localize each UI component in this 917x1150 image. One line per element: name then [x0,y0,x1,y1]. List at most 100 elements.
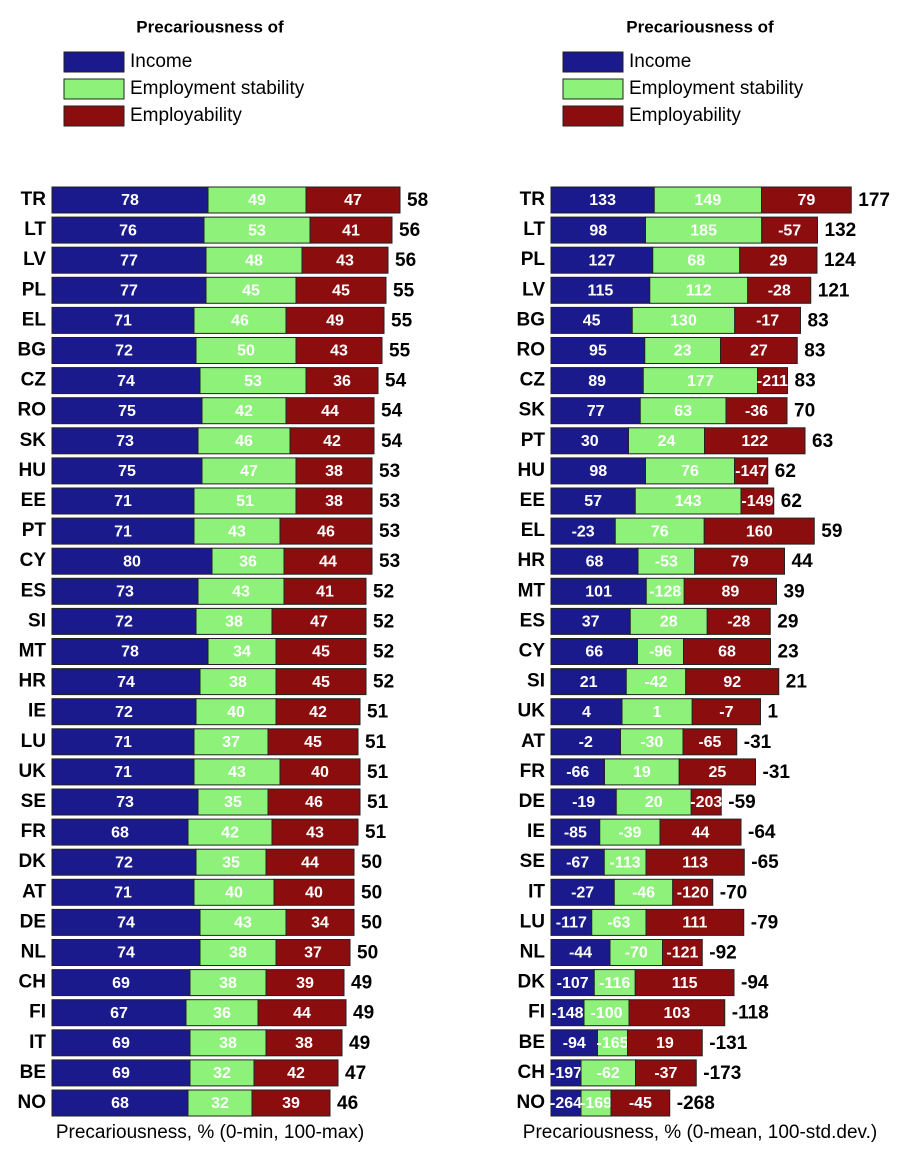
total-label: -59 [728,792,755,813]
bar-segment [51,186,209,214]
y-tick-label: LV [23,249,46,270]
bar-segment [275,668,367,696]
bar-segment [550,878,615,906]
legend-swatch [562,105,624,127]
data-label: -96 [649,644,672,661]
bar-segment [706,607,771,635]
total-label: 50 [361,912,382,933]
data-label: 36 [239,553,257,570]
data-label: 69 [112,1065,130,1082]
y-tick-label: NL [520,942,546,963]
data-label: 75 [118,403,136,420]
bar-segment [285,306,385,334]
data-label: 71 [114,493,132,510]
bar-segment [550,246,654,274]
bar-segment [51,457,203,485]
y-tick-label: NO [18,1092,47,1113]
y-tick-label: BG [18,340,47,361]
y-tick-label: SK [519,400,546,421]
total-label: 132 [825,220,857,241]
data-label: -28 [768,283,791,300]
total-label: 54 [385,371,407,392]
data-label: -169 [580,1095,612,1112]
bar-segment [265,1029,343,1057]
data-label: 53 [244,373,262,390]
data-label: 92 [723,674,741,691]
total-label: 56 [395,250,416,271]
bar-segment [51,397,203,425]
y-tick-label: HR [19,671,47,692]
bar-segment [195,698,277,726]
data-label: 38 [229,674,247,691]
y-tick-label: HR [518,550,546,571]
bar-segment [51,306,195,334]
total-label: 59 [821,521,842,542]
bar-segment [604,758,680,786]
bar-segment [51,276,207,304]
bar-segment [550,638,638,665]
total-label: 49 [353,1003,374,1024]
bar-segment [51,547,213,575]
data-label: 68 [718,644,736,661]
data-label: 44 [319,553,337,570]
bar-segment [757,367,788,395]
y-tick-label: IE [527,821,545,842]
total-label: -173 [703,1063,741,1084]
bar-segment [703,517,815,545]
data-label: 78 [121,192,139,209]
bar-segment [257,999,347,1027]
data-label: -23 [572,523,595,540]
bar-segment [649,276,749,304]
data-label: 25 [708,764,726,781]
x-axis-label: Precariousness, % (0-min, 100-max) [56,1122,364,1143]
bar-segment [761,186,852,214]
total-label: 70 [794,401,815,422]
data-label: 76 [681,463,699,480]
bar-segment [51,517,195,545]
bar-segment [690,788,722,816]
y-tick-label: HU [518,460,545,481]
bar-segment [550,969,595,997]
y-tick-label: FI [29,1002,46,1023]
bar-segment [275,939,351,966]
legend-swatch [63,78,125,100]
bar-segment [51,969,191,997]
data-label: 69 [112,975,130,992]
data-label: 115 [587,283,613,300]
data-label: 71 [114,523,132,540]
data-label: -2 [579,734,593,751]
data-label: 113 [682,854,708,871]
bar-segment [251,1089,331,1117]
total-label: 55 [393,280,415,301]
bar-segment [613,878,674,906]
total-label: 53 [379,551,400,572]
data-label: 98 [589,222,607,239]
data-label: 19 [656,1035,674,1052]
total-label: 1 [768,702,779,723]
total-label: 63 [812,431,833,452]
data-label: -37 [654,1065,677,1082]
bar-segment [734,457,769,485]
data-label: -94 [563,1035,586,1052]
bar-segment [51,1059,191,1087]
data-label: 71 [114,734,132,751]
data-label: 76 [651,523,669,540]
data-label: 68 [586,553,604,570]
data-label: 34 [233,644,251,661]
bar-segment [621,698,693,726]
data-label: -203 [690,794,722,811]
bar-segment [51,1089,189,1117]
bar-segment [207,186,307,214]
data-label: 122 [741,433,768,450]
data-label: -128 [649,584,681,601]
bar-segment [761,216,818,244]
bar-segment [550,517,616,545]
data-label: 101 [585,584,612,601]
total-label: 54 [381,401,403,422]
data-label: 72 [115,704,133,721]
bar-segment [279,758,361,786]
bar-segment [283,547,373,575]
data-label: 24 [658,433,676,450]
y-tick-label: HU [19,460,46,481]
total-label: 56 [399,220,420,241]
